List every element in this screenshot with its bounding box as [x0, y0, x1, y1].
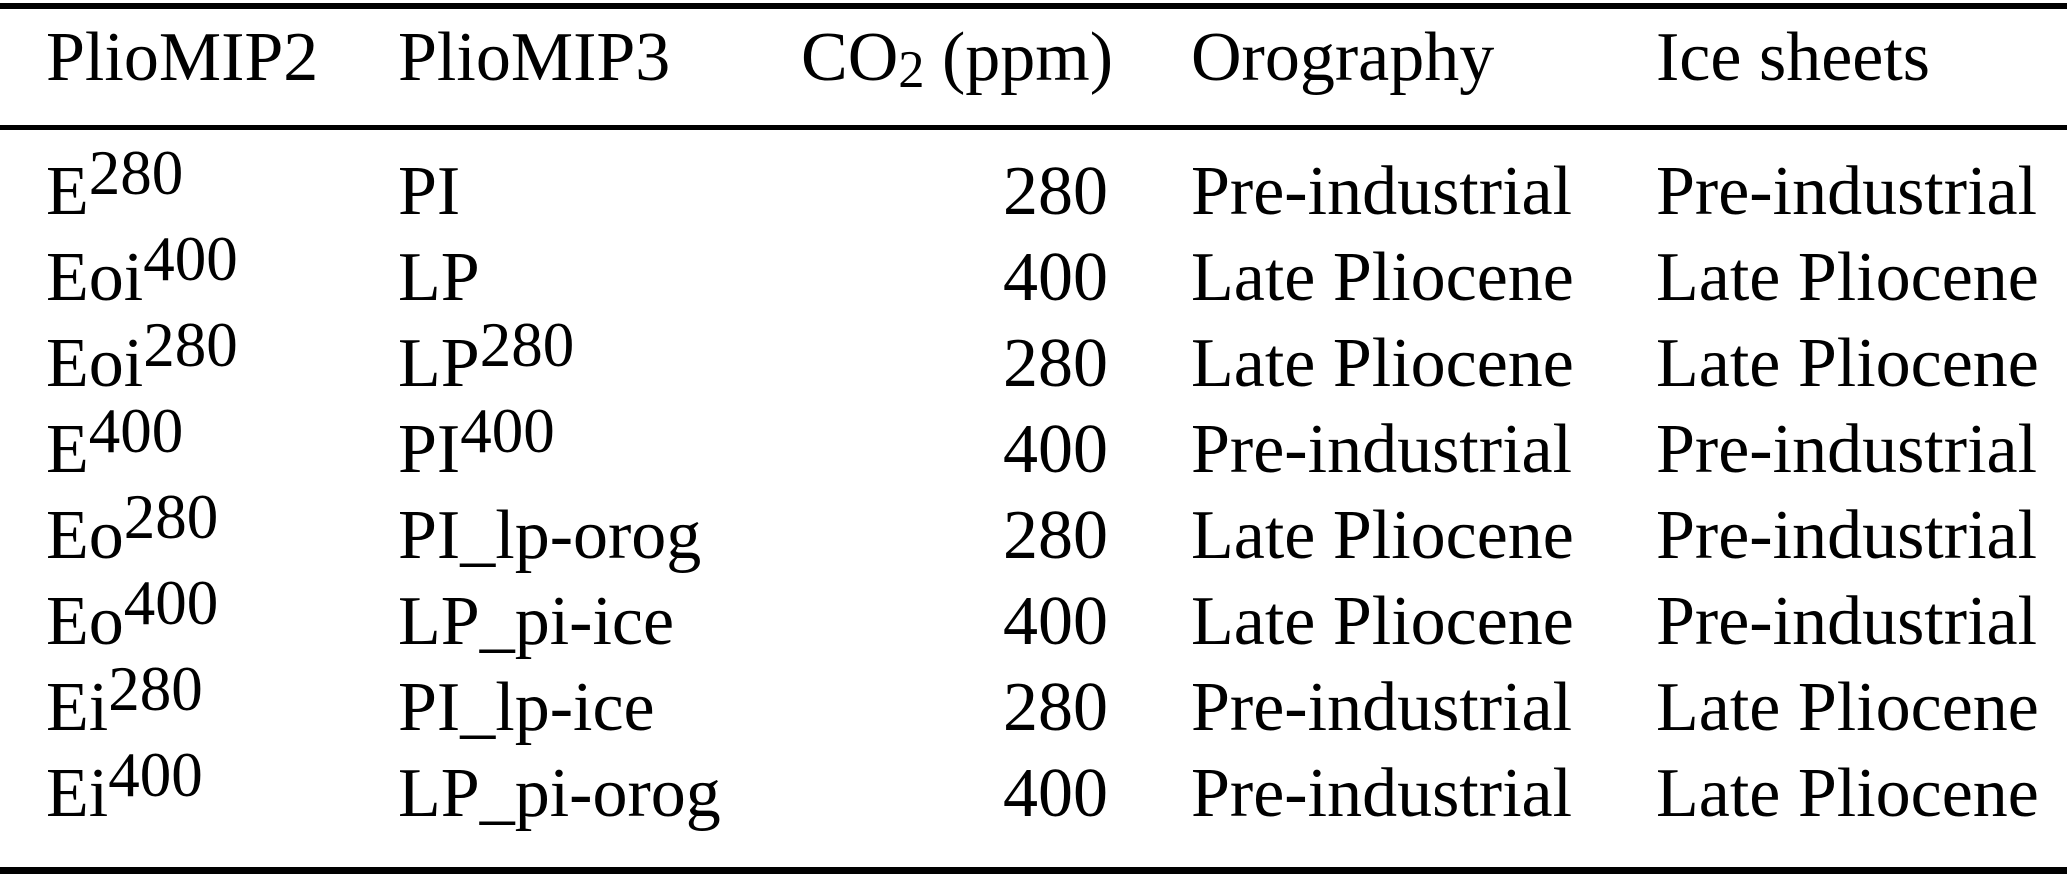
col-header-orography: Orography: [1108, 6, 1656, 130]
co2-value: 280: [1003, 325, 1108, 402]
table-body: E280 PI 280 Pre-industrial Pre-industria…: [0, 128, 2067, 871]
orography-value: Late Pliocene: [1191, 583, 1574, 660]
pliomip2-experiment-id: Ei: [46, 669, 109, 746]
table-row: E280 PI 280 Pre-industrial Pre-industria…: [0, 128, 2067, 236]
pliomip2-co2-superscript: 400: [88, 395, 184, 466]
orography-value: Pre-industrial: [1191, 153, 1573, 230]
col-header-co2: CO2 (ppm): [801, 6, 1113, 130]
pliomip2-experiment-id: Eoi: [46, 239, 144, 316]
pliomip3-cell: PI_lp-orog: [398, 493, 801, 579]
pliomip2-co2-superscript: 400: [143, 223, 238, 294]
orography-value: Pre-industrial: [1191, 669, 1573, 746]
pliomip2-experiment-id: Eo: [46, 583, 124, 660]
pliomip2-cell: E280: [0, 128, 398, 236]
co2-value: 400: [1003, 755, 1108, 832]
co2-header-prefix: CO: [801, 19, 899, 96]
experiment-design-table: PlioMIP2 PlioMIP3 CO2 (ppm) Orography Ic…: [0, 3, 2067, 874]
pliomip2-cell: Eoi280: [0, 313, 398, 407]
co2-header-suffix: (ppm): [924, 19, 1114, 96]
pliomip3-experiment-id: PI_lp-orog: [398, 497, 702, 574]
table-row: Eoi280 LP280 280 Late Pliocene Late Plio…: [0, 313, 2067, 407]
pliomip3-cell: LP_pi-ice: [398, 579, 801, 665]
co2-value: 400: [1003, 239, 1108, 316]
table-row: Ei280 PI_lp-ice 280 Pre-industrial Late …: [0, 657, 2067, 751]
ice-sheets-value: Pre-industrial: [1656, 583, 2038, 660]
ice-sheets-value: Late Pliocene: [1656, 239, 2039, 316]
pliomip3-cell: PI400: [398, 399, 801, 493]
pliomip3-cell: PI_lp-ice: [398, 665, 801, 751]
col-header-pliomip3: PlioMIP3: [398, 6, 801, 130]
pliomip2-experiment-id: E: [46, 153, 89, 230]
pliomip2-experiment-id: Eo: [46, 497, 124, 574]
pliomip2-cell: Eo280: [0, 485, 398, 579]
pliomip2-co2-superscript: 280: [88, 137, 184, 208]
pliomip3-experiment-id: PI_lp-ice: [398, 669, 655, 746]
ice-sheets-value: Late Pliocene: [1656, 669, 2039, 746]
pliomip2-experiment-id: Eoi: [46, 325, 144, 402]
pliomip2-co2-superscript: 280: [123, 481, 219, 552]
pliomip2-cell: Ei280: [0, 657, 398, 751]
orography-value: Pre-industrial: [1191, 411, 1573, 488]
col-header-ice-sheets: Ice sheets: [1656, 6, 2067, 130]
pliomip3-co2-superscript: 280: [479, 309, 575, 380]
co2-header-subscript: 2: [898, 41, 925, 100]
pliomip3-cell: LP: [398, 235, 801, 321]
ice-sheets-value: Pre-industrial: [1656, 153, 2038, 230]
table-row: Ei400 LP_pi-orog 400 Pre-industrial Late…: [0, 743, 2067, 871]
pliomip3-experiment-id: LP: [398, 325, 480, 402]
pliomip2-cell: Ei400: [0, 743, 398, 871]
ice-sheets-value: Late Pliocene: [1656, 325, 2039, 402]
table-row: Eoi400 LP 400 Late Pliocene Late Pliocen…: [0, 227, 2067, 321]
orography-value: Pre-industrial: [1191, 755, 1573, 832]
pliomip3-experiment-id: LP_pi-orog: [398, 755, 721, 832]
co2-value: 280: [1003, 153, 1108, 230]
pliomip3-experiment-id: PI: [398, 153, 461, 230]
orography-value: Late Pliocene: [1191, 497, 1574, 574]
ice-sheets-value: Pre-industrial: [1656, 411, 2038, 488]
pliomip2-cell: Eo400: [0, 571, 398, 665]
pliomip3-cell: LP_pi-orog: [398, 751, 801, 871]
table-row: E400 PI400 400 Pre-industrial Pre-indust…: [0, 399, 2067, 493]
pliomip2-cell: E400: [0, 399, 398, 493]
pliomip3-experiment-id: LP: [398, 239, 480, 316]
co2-value: 400: [1003, 411, 1108, 488]
pliomip3-co2-superscript: 400: [460, 395, 555, 466]
co2-value: 400: [1003, 583, 1108, 660]
pliomip3-experiment-id: PI: [398, 411, 461, 488]
orography-value: Late Pliocene: [1191, 239, 1574, 316]
table-row: Eo280 PI_lp-orog 280 Late Pliocene Pre-i…: [0, 485, 2067, 579]
pliomip2-co2-superscript: 400: [108, 739, 203, 810]
co2-value: 280: [1003, 497, 1108, 574]
pliomip2-experiment-id: Ei: [46, 755, 109, 832]
pliomip2-co2-superscript: 400: [123, 567, 219, 638]
header-row: PlioMIP2 PlioMIP3 CO2 (ppm) Orography Ic…: [0, 6, 2067, 130]
co2-value: 280: [1003, 669, 1108, 746]
pliomip2-co2-superscript: 280: [108, 653, 203, 724]
orography-value: Late Pliocene: [1191, 325, 1574, 402]
ice-sheets-value: Pre-industrial: [1656, 497, 2038, 574]
pliomip3-cell: PI: [398, 128, 801, 236]
pliomip2-co2-superscript: 280: [143, 309, 238, 380]
ice-sheets-value: Late Pliocene: [1656, 755, 2039, 832]
pliomip2-experiment-id: E: [46, 411, 89, 488]
table-row: Eo400 LP_pi-ice 400 Late Pliocene Pre-in…: [0, 571, 2067, 665]
col-header-pliomip2: PlioMIP2: [0, 6, 398, 130]
pliomip3-experiment-id: LP_pi-ice: [398, 583, 675, 660]
pliomip2-cell: Eoi400: [0, 227, 398, 321]
pliomip3-cell: LP280: [398, 313, 801, 407]
